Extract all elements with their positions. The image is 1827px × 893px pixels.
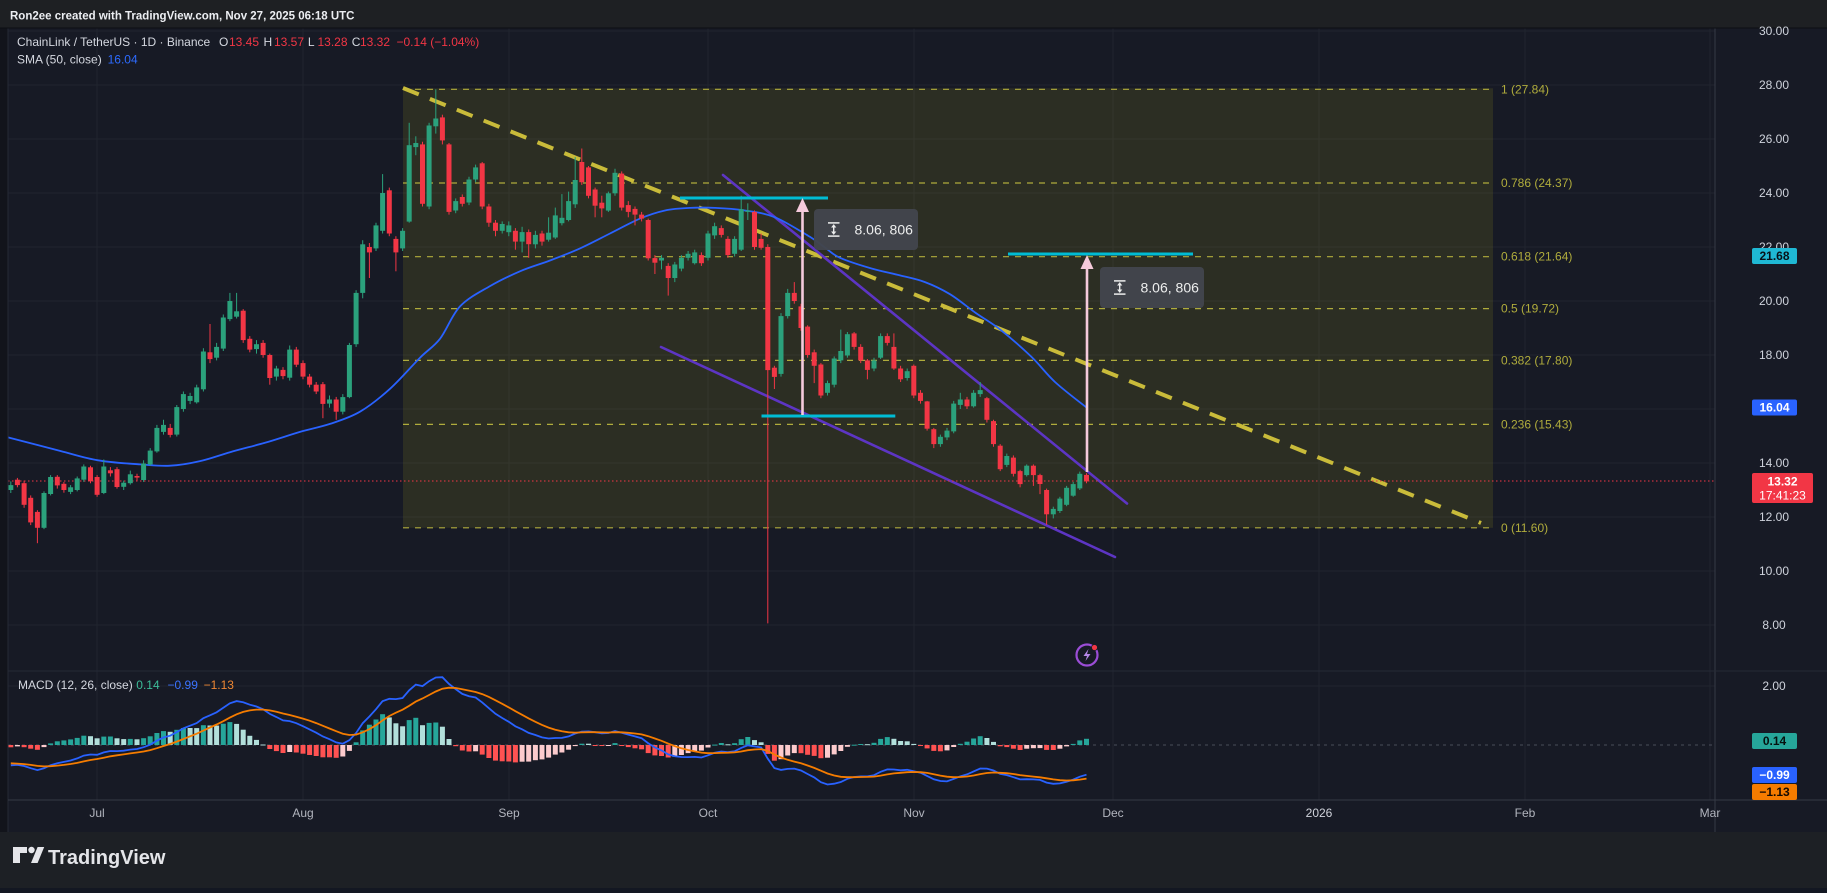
svg-text:24.00: 24.00 (1759, 186, 1789, 200)
svg-text:13.45: 13.45 (229, 35, 259, 49)
svg-text:ChainLink / TetherUS · 1D · Bi: ChainLink / TetherUS · 1D · Binance (17, 35, 211, 49)
svg-text:17:41:23: 17:41:23 (1759, 489, 1806, 503)
svg-text:L: L (308, 35, 315, 49)
svg-text:30.00: 30.00 (1759, 24, 1789, 38)
svg-text:20.00: 20.00 (1759, 294, 1789, 308)
svg-text:H: H (264, 35, 273, 49)
svg-text:28.00: 28.00 (1759, 78, 1789, 92)
svg-text:16.04: 16.04 (1759, 401, 1789, 415)
svg-text:13.28: 13.28 (318, 35, 348, 49)
svg-text:26.00: 26.00 (1759, 132, 1789, 146)
svg-text:−0.99: −0.99 (1759, 768, 1790, 782)
svg-text:8.06, 806: 8.06, 806 (855, 222, 914, 238)
svg-text:16.04: 16.04 (108, 53, 138, 67)
svg-text:0.14: 0.14 (136, 678, 160, 692)
svg-text:13.32: 13.32 (360, 35, 390, 49)
svg-text:Nov: Nov (903, 806, 924, 820)
svg-text:MACD (12, 26, close): MACD (12, 26, close) (18, 678, 133, 692)
svg-text:−1.13: −1.13 (1759, 785, 1790, 799)
svg-text:0.618 (21.64): 0.618 (21.64) (1501, 250, 1572, 264)
svg-text:Sep: Sep (498, 806, 520, 820)
svg-text:Mar: Mar (1700, 806, 1721, 820)
svg-text:10.00: 10.00 (1759, 564, 1789, 578)
svg-text:13.57: 13.57 (274, 35, 304, 49)
svg-text:Dec: Dec (1102, 806, 1123, 820)
svg-text:−1.13: −1.13 (204, 678, 235, 692)
svg-text:8.06, 806: 8.06, 806 (1141, 280, 1200, 296)
svg-text:C: C (352, 35, 361, 49)
svg-text:Ron2ee created with TradingVie: Ron2ee created with TradingView.com, Nov… (10, 11, 355, 23)
svg-text:Oct: Oct (699, 806, 718, 820)
svg-text:0 (11.60): 0 (11.60) (1501, 521, 1548, 535)
svg-text:SMA (50, close): SMA (50, close) (17, 53, 102, 67)
svg-text:O: O (219, 35, 228, 49)
svg-text:14.00: 14.00 (1759, 456, 1789, 470)
svg-text:Feb: Feb (1515, 806, 1536, 820)
svg-text:TradingView: TradingView (48, 847, 166, 869)
svg-text:2026: 2026 (1306, 806, 1333, 820)
svg-text:12.00: 12.00 (1759, 510, 1789, 524)
svg-text:0.14: 0.14 (1763, 734, 1787, 748)
svg-text:18.00: 18.00 (1759, 348, 1789, 362)
svg-text:Aug: Aug (292, 806, 313, 820)
svg-text:21.68: 21.68 (1759, 249, 1789, 263)
svg-text:0.5 (19.72): 0.5 (19.72) (1501, 302, 1559, 316)
svg-text:−0.99: −0.99 (168, 678, 199, 692)
svg-text:0.236 (15.43): 0.236 (15.43) (1501, 417, 1572, 431)
svg-text:1 (27.84): 1 (27.84) (1501, 82, 1549, 96)
svg-text:0.382 (17.80): 0.382 (17.80) (1501, 353, 1572, 367)
svg-text:13.32: 13.32 (1767, 475, 1797, 489)
svg-text:Jul: Jul (89, 806, 104, 820)
svg-text:2.00: 2.00 (1762, 679, 1786, 693)
svg-text:0.786 (24.37): 0.786 (24.37) (1501, 176, 1572, 190)
svg-text:8.00: 8.00 (1762, 618, 1786, 632)
svg-text:−0.14 (−1.04%): −0.14 (−1.04%) (397, 35, 480, 49)
